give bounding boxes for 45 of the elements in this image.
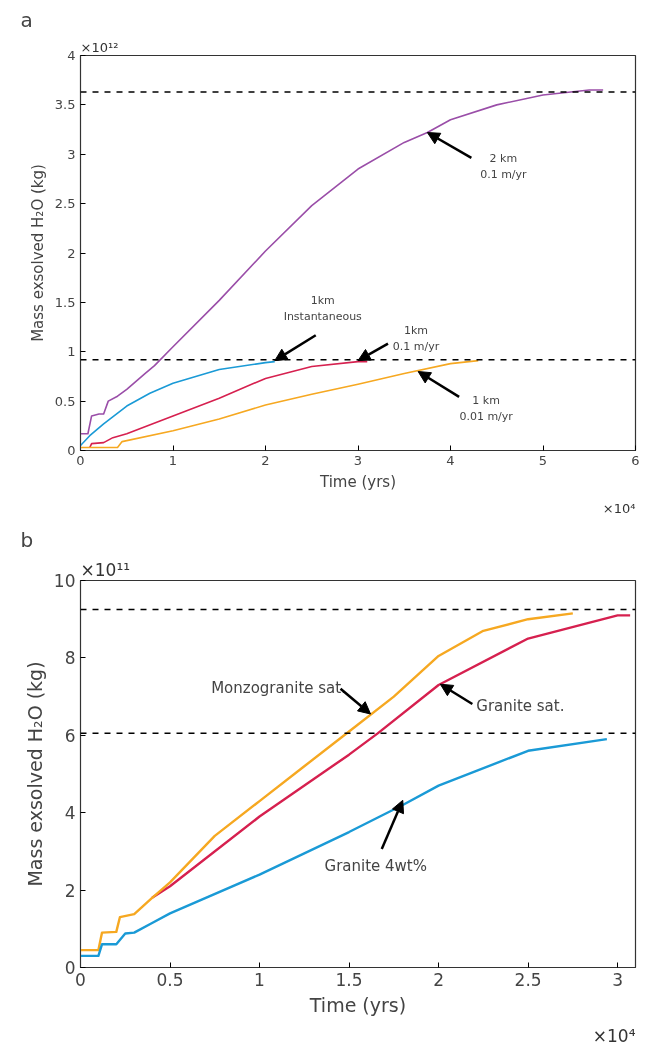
y-tick-label: 1 (67, 344, 76, 360)
line-series (80, 737, 609, 958)
y-axis-title: Mass exsolved H₂O (kg) (23, 661, 46, 887)
chart-title: b (20, 527, 34, 552)
x-tick-label: 3 (353, 452, 363, 468)
y-tick-label: 2 (67, 245, 76, 261)
y-tick-label: 4 (64, 803, 76, 824)
x-tick-label: 1.5 (335, 969, 363, 990)
annotation: Monzogranite sat. (211, 679, 346, 698)
annotation: 1 km 0.01 m/yr (459, 394, 514, 423)
annotation: 1km 0.1 m/yr (392, 324, 440, 353)
y-tick-label: 1.5 (54, 294, 76, 310)
text: ×10¹² (80, 39, 119, 55)
text: ×10⁴ (592, 1025, 636, 1046)
x-tick-label: 2.5 (514, 969, 542, 990)
annotation: 2 km 0.1 m/yr (480, 152, 528, 181)
x-axis-title: Time (yrs) (308, 993, 407, 1016)
y-tick-label: 4 (67, 48, 76, 63)
text: ×10¹¹ (80, 559, 131, 580)
text: ×10⁴ (602, 500, 636, 516)
y-tick-label: 3 (67, 146, 76, 162)
annotation: Granite 4wt% (324, 857, 427, 876)
y-tick-label: 0.5 (54, 393, 76, 409)
x-tick-label: 2 (433, 969, 444, 990)
line-series (80, 612, 575, 952)
x-tick-label: 1 (168, 452, 178, 468)
y-tick-label: 8 (64, 648, 76, 669)
x-tick-label: 4 (446, 452, 455, 468)
y-axis-title: Mass exsolved H₂O (kg) (28, 164, 47, 342)
x-tick-label: 6 (631, 452, 640, 468)
annotation: Granite sat. (476, 697, 565, 716)
x-tick-label: 1 (254, 969, 265, 990)
chart-title: a (20, 7, 33, 32)
x-tick-label: 5 (538, 452, 548, 468)
x-axis-title: Time (yrs) (318, 472, 397, 491)
y-tick-label: 3.5 (54, 97, 76, 113)
annotation: 1km Instantaneous (283, 294, 363, 323)
line-series (80, 89, 604, 435)
x-tick-label: 2 (261, 452, 270, 468)
y-tick-label: 6 (64, 725, 76, 746)
x-tick-label: 0.5 (156, 969, 184, 990)
y-tick-label: 2.5 (54, 196, 76, 212)
y-tick-label: 10 (53, 571, 76, 591)
x-tick-label: 3 (612, 969, 624, 990)
y-tick-label: 2 (64, 880, 76, 901)
